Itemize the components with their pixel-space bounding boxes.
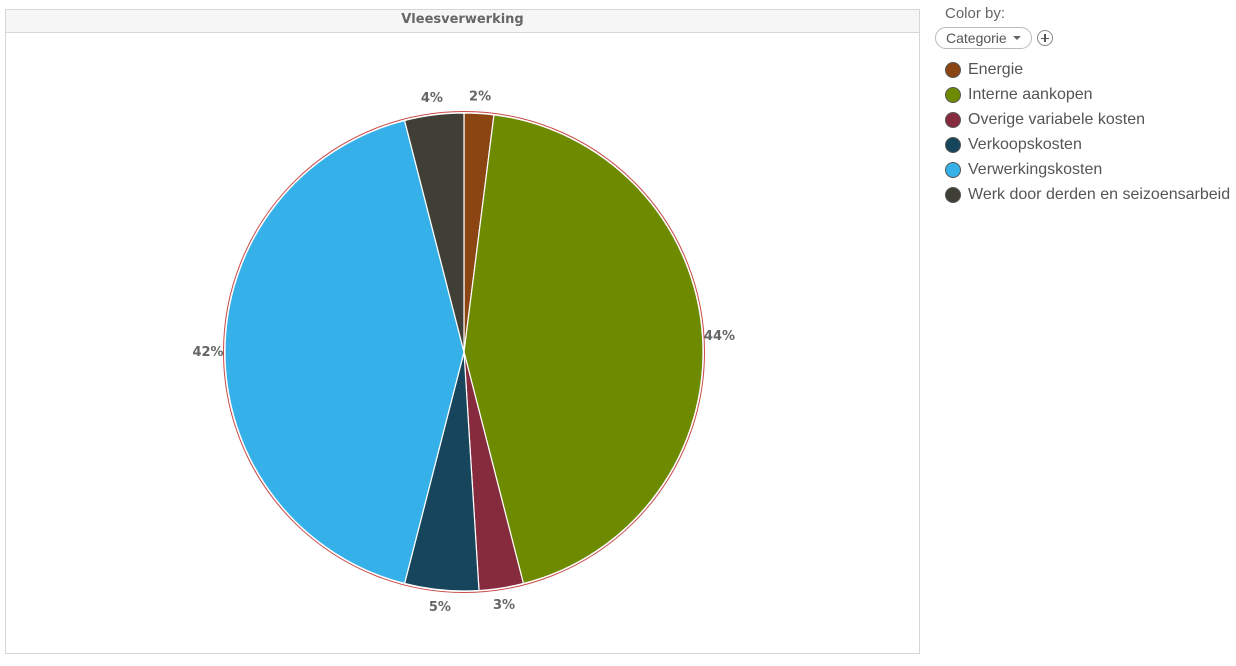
slice-label-2: 3% [493,598,515,613]
legend-label: Overige variabele kosten [968,110,1145,128]
legend-label: Interne aankopen [968,85,1093,103]
legend-label: Verkoopskosten [968,135,1082,153]
legend-item-0[interactable]: Energie [945,57,1235,82]
legend-swatch [945,186,961,203]
color-by-controls: Categorie [935,27,1235,49]
legend-item-1[interactable]: Interne aankopen [945,82,1235,107]
legend-item-4[interactable]: Verwerkingskosten [945,157,1235,182]
legend: Energie Interne aankopen Overige variabele… [935,57,1235,207]
slice-label-5: 4% [421,91,443,106]
pie-slice-4[interactable] [224,119,465,585]
add-color-by-button[interactable] [1036,30,1053,46]
slice-label-4: 42% [192,345,223,360]
legend-swatch [945,161,961,178]
legend-swatch [945,111,961,128]
legend-swatch [945,86,961,103]
legend-item-2[interactable]: Overige variabele kosten [945,107,1235,132]
color-by-dropdown[interactable]: Categorie [935,27,1032,49]
legend-label: Verwerkingskosten [968,160,1103,178]
pie-slice-1[interactable] [463,114,704,585]
pie-outline [223,111,705,593]
pie-chart[interactable]: 2% 44% 3% 5% 42% 4% [6,32,919,653]
color-by-value: Categorie [946,30,1007,46]
slice-label-3: 5% [429,600,451,615]
legend-swatch [945,61,961,78]
legend-sidebar: Color by: Categorie Energie Interne aanko… [935,4,1235,207]
legend-item-5[interactable]: Werk door derden en seizoensarbeid [945,182,1235,207]
legend-label: Energie [968,60,1024,78]
chevron-down-icon [1012,36,1021,40]
pie-slice-5[interactable] [403,112,465,353]
slice-label-0: 2% [469,90,491,105]
slice-label-1: 44% [704,329,735,344]
legend-swatch [945,136,961,153]
legend-label: Werk door derden en seizoensarbeid [968,185,1231,203]
legend-item-3[interactable]: Verkoopskosten [945,132,1235,157]
color-by-label: Color by: [945,5,1006,22]
chart-panel: Vleesverwerking 2% 44% 3% 5% 42% 4% [5,9,920,654]
chart-title: Vleesverwerking [6,10,919,33]
